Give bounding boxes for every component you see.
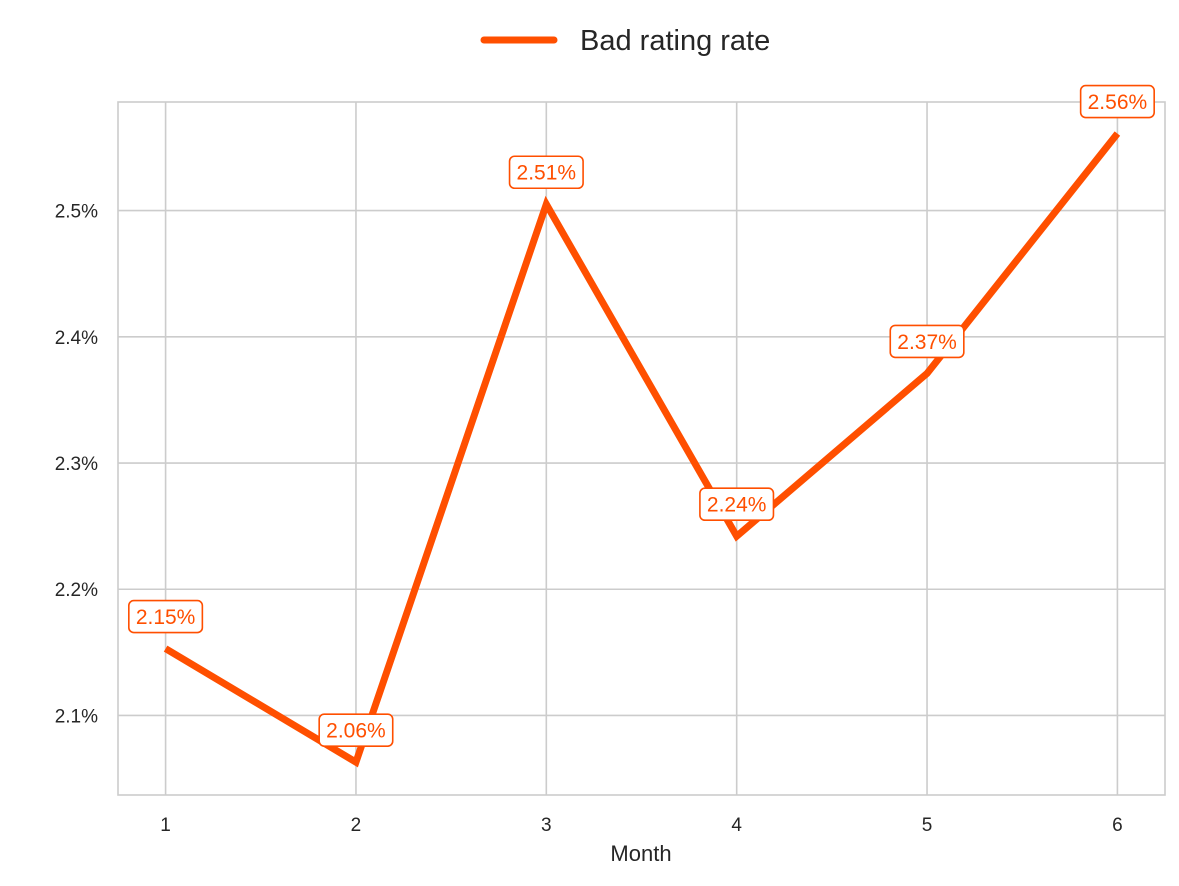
data-label: 2.06% — [318, 713, 394, 747]
data-label: 2.51% — [508, 155, 584, 190]
x-axis: 1 2 3 4 5 6 — [160, 815, 1122, 836]
data-label: 2.24% — [699, 487, 775, 522]
data-label: 2.15% — [128, 599, 204, 634]
y-tick-label: 2.5% — [55, 202, 98, 223]
data-label-box — [889, 324, 965, 359]
data-label-box — [699, 487, 775, 522]
data-labels: 2.15% 2.06% 2.51% 2.24% 2.37% 2.56% — [128, 84, 1155, 747]
data-label-text: 2.24% — [707, 494, 767, 517]
y-tick-label: 2.4% — [55, 328, 98, 349]
data-label-box — [1079, 84, 1155, 119]
data-label-text: 2.15% — [136, 606, 196, 629]
plot-area — [118, 102, 1165, 795]
x-tick-label: 6 — [1112, 815, 1123, 836]
x-tick-label: 5 — [922, 815, 933, 836]
y-axis: 2.1% 2.2% 2.3% 2.4% 2.5% — [55, 202, 98, 728]
data-label-text: 2.06% — [326, 720, 386, 743]
x-tick-label: 1 — [160, 815, 171, 836]
y-tick-label: 2.3% — [55, 454, 98, 475]
x-tick-label: 3 — [541, 815, 552, 836]
legend: Bad rating rate — [480, 25, 770, 57]
x-axis-title: Month — [610, 841, 671, 866]
data-label-text: 2.56% — [1088, 91, 1148, 114]
data-label-box — [128, 599, 204, 634]
data-label-box — [508, 155, 584, 190]
data-label-box — [318, 713, 394, 747]
data-label: 2.37% — [889, 324, 965, 359]
data-label: 2.56% — [1079, 84, 1155, 119]
data-label-text: 2.37% — [897, 331, 957, 354]
y-tick-label: 2.2% — [55, 580, 98, 601]
plot-frame — [117, 101, 1166, 796]
x-tick-label: 4 — [731, 815, 742, 836]
y-tick-label: 2.1% — [55, 706, 98, 727]
data-label-text: 2.51% — [517, 162, 577, 185]
legend-label: Bad rating rate — [580, 25, 770, 57]
grid-lines — [118, 102, 1165, 795]
x-tick-label: 2 — [351, 815, 362, 836]
